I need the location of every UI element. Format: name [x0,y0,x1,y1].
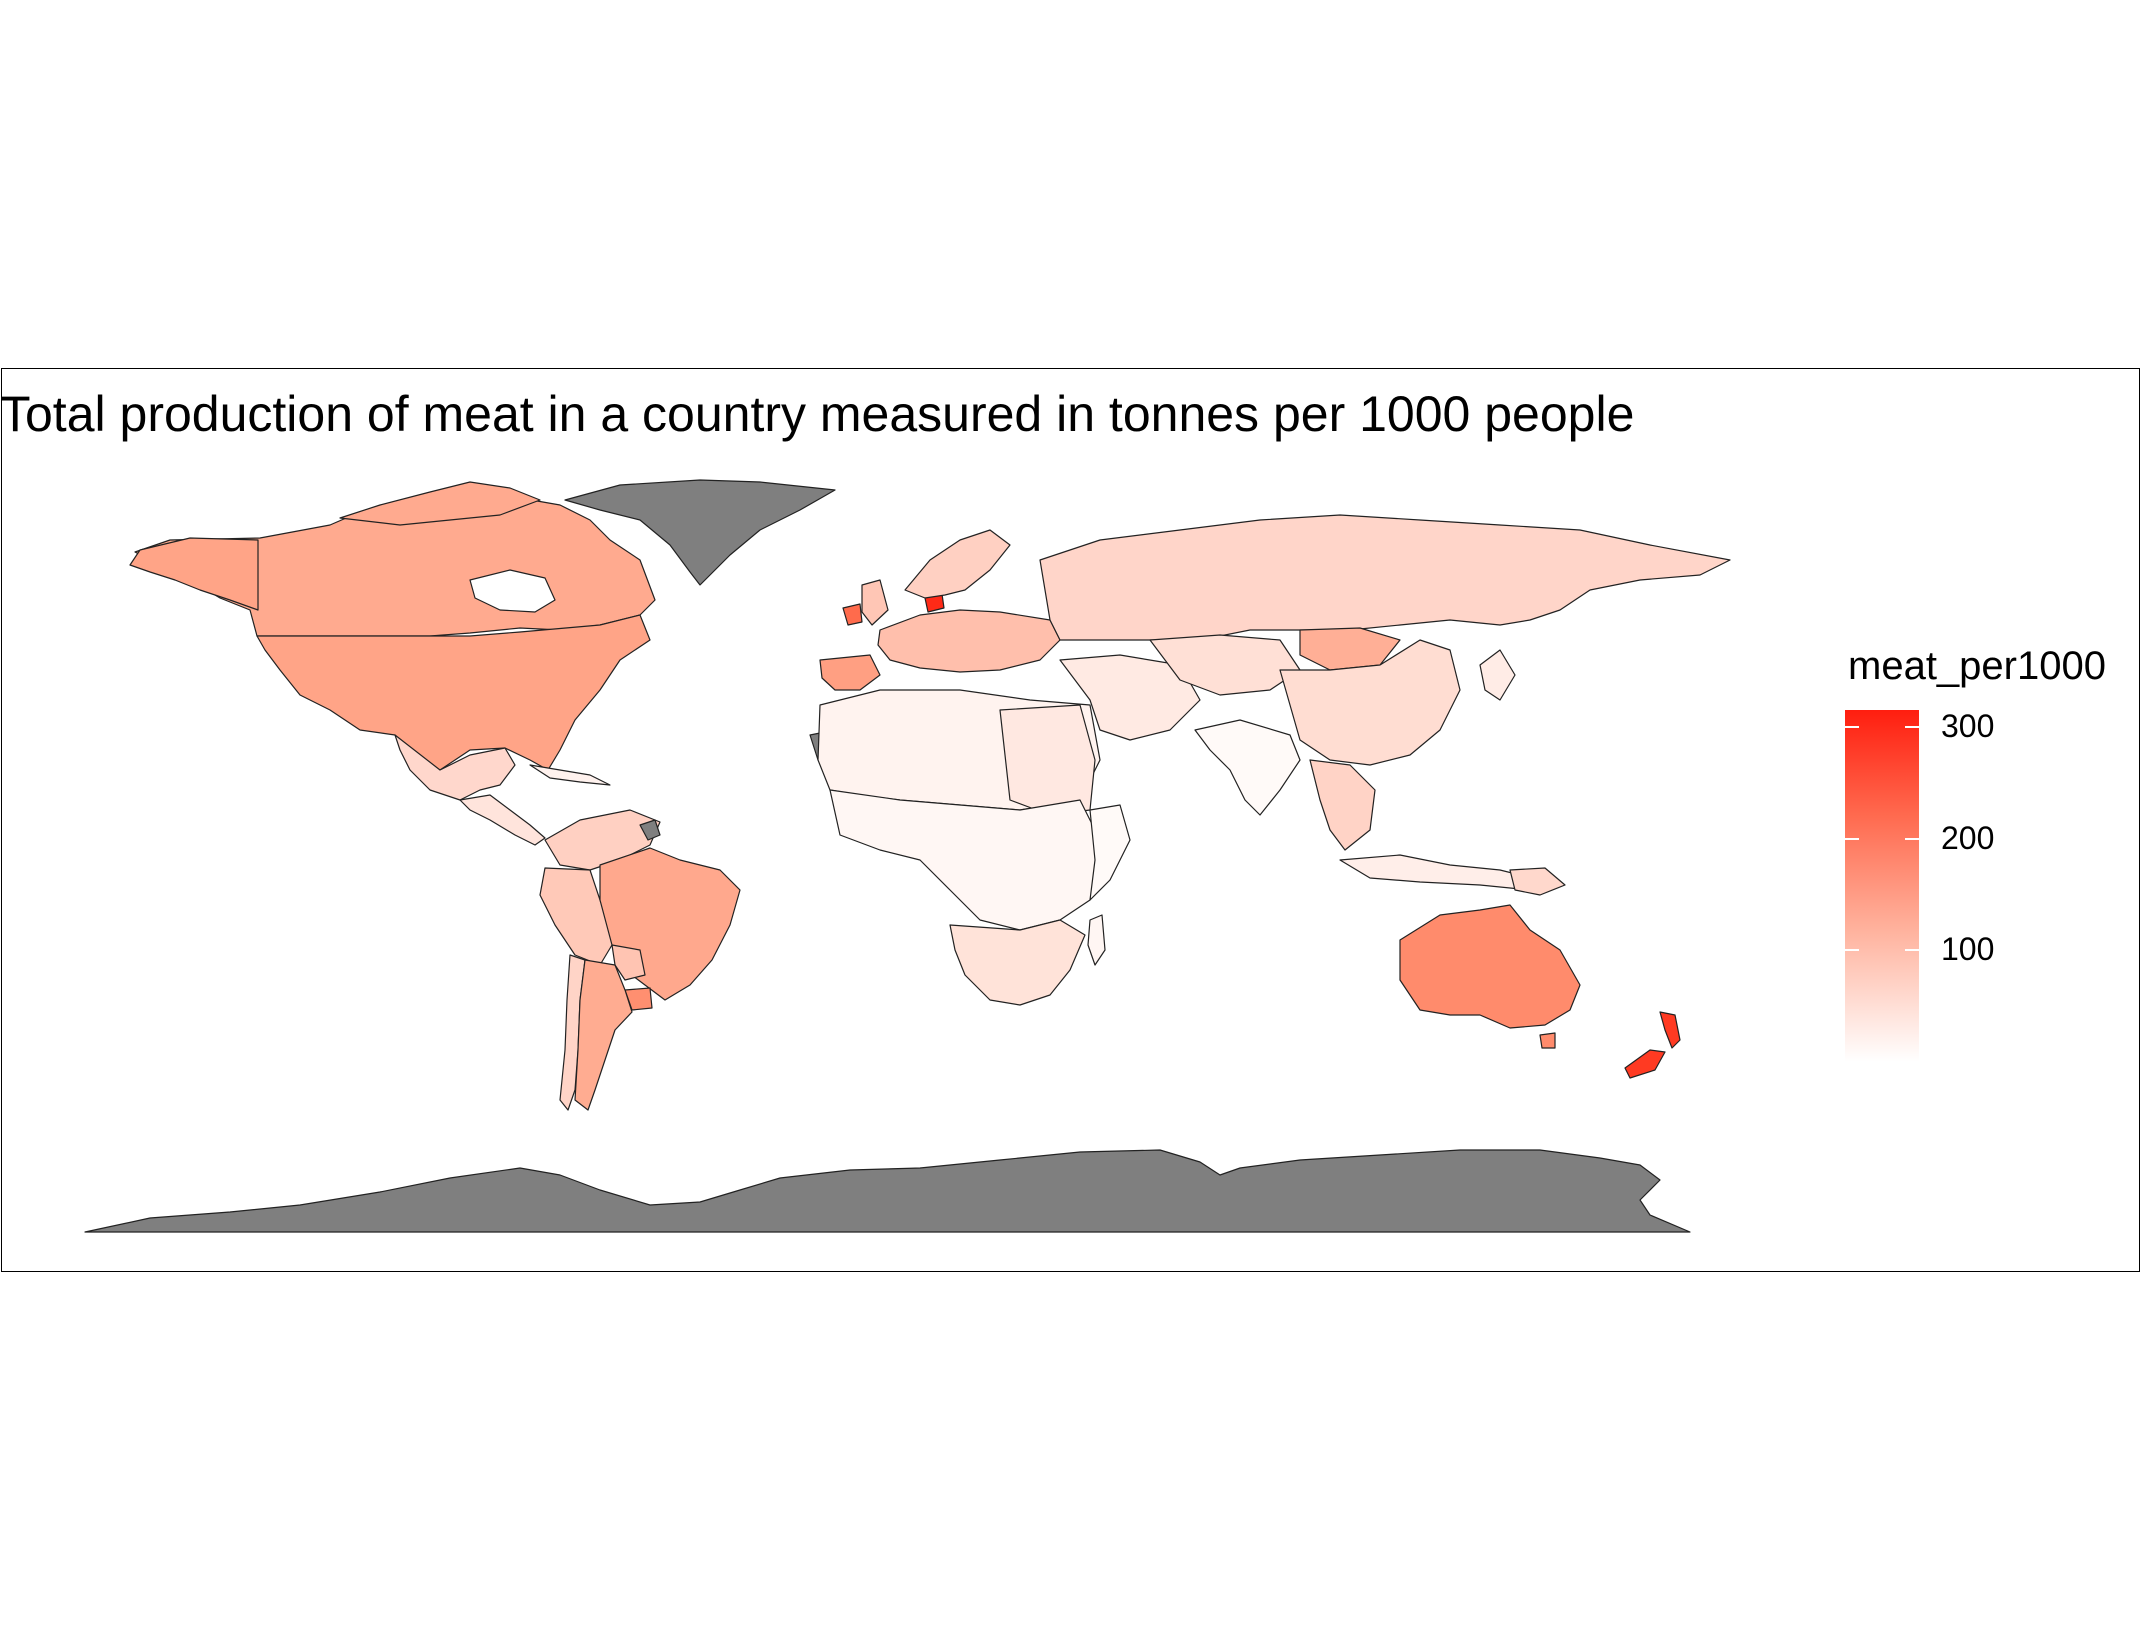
region-southeast-asia[interactable] [1309,759,1376,851]
region-paraguay[interactable] [611,944,646,981]
region-australia[interactable] [1399,904,1581,1029]
region-india[interactable] [1194,719,1301,816]
region-madagascar[interactable] [1087,914,1106,966]
region-egypt-sudan[interactable] [999,704,1096,816]
region-spain[interactable] [819,654,881,691]
region-caribbean[interactable] [529,764,611,786]
hudson-bay [469,569,556,613]
legend-tick-left [1845,725,1859,728]
legend-tick-label: 100 [1941,931,1995,968]
legend-tick-right [1905,725,1919,728]
region-guyana[interactable] [639,819,661,841]
region-new-zealand[interactable] [1624,1011,1681,1079]
region-scandinavia[interactable] [904,529,1011,599]
region-argentina[interactable] [574,959,633,1111]
region-brazil[interactable] [599,847,741,1001]
legend-tick-label: 300 [1941,707,1995,744]
region-east-africa[interactable] [1089,804,1131,901]
region-ireland[interactable] [842,603,863,626]
region-tasmania[interactable] [1539,1032,1556,1049]
region-middle-east[interactable] [1059,654,1201,741]
legend-colorbar [1845,710,1919,1062]
region-southern-africa[interactable] [949,919,1086,1006]
legend-tick-label: 200 [1941,819,1995,856]
region-alaska[interactable] [129,537,259,611]
region-png[interactable] [1509,867,1566,896]
region-mexico[interactable] [394,734,516,801]
legend-tick-right [1905,949,1919,952]
region-uk[interactable] [861,579,889,626]
region-europe[interactable] [877,609,1061,673]
region-central-america[interactable] [459,794,546,846]
region-china[interactable] [1279,639,1461,766]
region-united-states[interactable] [256,614,651,771]
region-japan[interactable] [1479,649,1516,701]
region-indonesia[interactable] [1339,854,1541,891]
region-russia[interactable] [1039,514,1731,641]
legend-tick-left [1845,949,1859,952]
legend-tick-left [1845,837,1859,840]
legend-title: meat_per1000 [1848,644,2106,688]
map-title: Total production of meat in a country me… [0,386,1635,442]
region-central-africa[interactable] [829,789,1101,931]
region-antarctica[interactable] [84,1149,1691,1233]
region-northern-south-america[interactable] [544,809,661,871]
region-canada-islands[interactable] [339,481,541,526]
region-greenland[interactable] [564,479,836,586]
legend-tick-right [1905,837,1919,840]
